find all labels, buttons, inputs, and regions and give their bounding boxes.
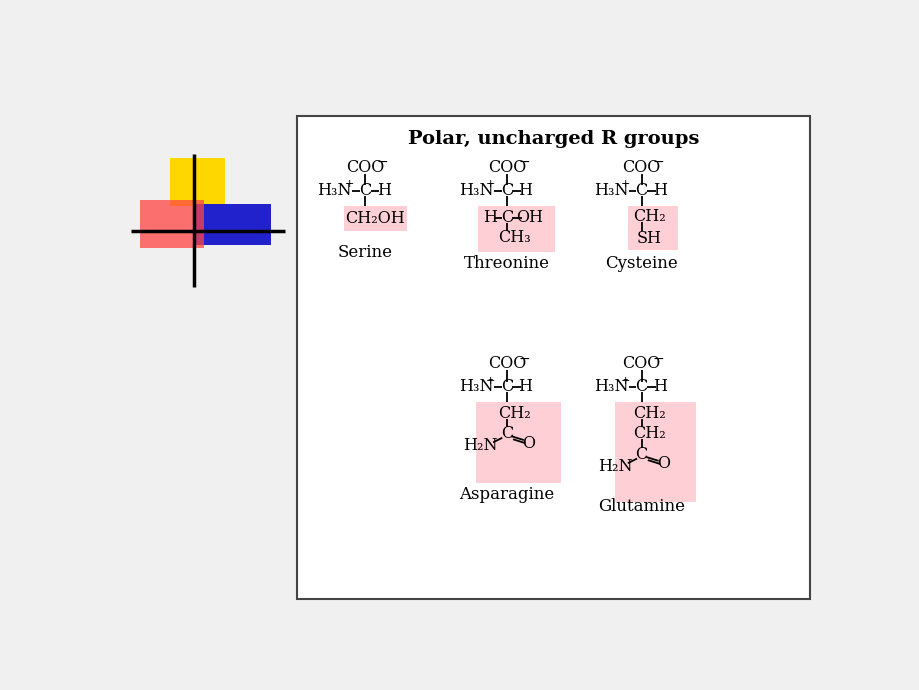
Text: H: H (652, 378, 666, 395)
Bar (141, 200, 203, 248)
Text: C: C (635, 446, 647, 463)
Text: H₂N: H₂N (463, 437, 497, 454)
Text: C: C (635, 378, 647, 395)
Text: C: C (500, 426, 513, 442)
Text: H: H (517, 182, 532, 199)
Text: O: O (521, 435, 535, 452)
Text: +: + (620, 376, 630, 386)
Bar (627, 206, 677, 250)
Text: −: − (517, 351, 529, 366)
Text: −: − (517, 155, 529, 169)
Text: CH₂: CH₂ (632, 208, 665, 225)
Text: −: − (652, 351, 664, 366)
Text: Cysteine: Cysteine (605, 255, 677, 273)
Text: +: + (344, 179, 354, 190)
Text: CH₂: CH₂ (632, 426, 665, 442)
Text: H₃N: H₃N (459, 378, 493, 395)
Text: Threonine: Threonine (463, 255, 550, 273)
Text: Glutamine: Glutamine (597, 497, 685, 515)
Text: +: + (620, 179, 630, 190)
Text: Serine: Serine (337, 244, 392, 261)
Text: C: C (635, 182, 647, 199)
Text: H₃N: H₃N (459, 182, 493, 199)
Text: +: + (485, 376, 495, 386)
Text: C: C (500, 378, 513, 395)
Text: −: − (652, 155, 664, 169)
Text: H: H (517, 378, 532, 395)
Bar (477, 206, 554, 253)
Text: H₂N: H₂N (597, 457, 632, 475)
Bar (614, 402, 695, 502)
Text: COO: COO (346, 159, 384, 176)
Text: COO: COO (622, 355, 660, 373)
Text: H₃N: H₃N (593, 378, 628, 395)
Text: Asparagine: Asparagine (459, 486, 554, 503)
Text: COO: COO (487, 159, 526, 176)
Text: +: + (485, 179, 495, 190)
Text: H: H (482, 209, 496, 226)
Bar (297, 116, 810, 599)
Bar (344, 206, 406, 230)
Text: CH₂: CH₂ (498, 404, 530, 422)
Text: C: C (358, 182, 371, 199)
Bar (476, 402, 561, 483)
Text: Polar, uncharged R groups: Polar, uncharged R groups (408, 130, 698, 148)
Text: C: C (500, 182, 513, 199)
Text: OH: OH (516, 209, 542, 226)
Text: H: H (652, 182, 666, 199)
Text: CH₂: CH₂ (632, 404, 665, 422)
Text: −: − (376, 155, 388, 169)
Text: CH₃: CH₃ (498, 229, 530, 246)
Bar (169, 158, 225, 206)
Text: COO: COO (622, 159, 660, 176)
Text: C: C (500, 209, 513, 226)
Text: COO: COO (487, 355, 526, 373)
Text: CH₂OH: CH₂OH (345, 210, 404, 227)
Text: H₃N: H₃N (593, 182, 628, 199)
Text: O: O (656, 455, 669, 473)
Text: H: H (376, 182, 391, 199)
Text: SH: SH (636, 230, 661, 247)
Bar (194, 204, 271, 244)
Text: H₃N: H₃N (317, 182, 351, 199)
